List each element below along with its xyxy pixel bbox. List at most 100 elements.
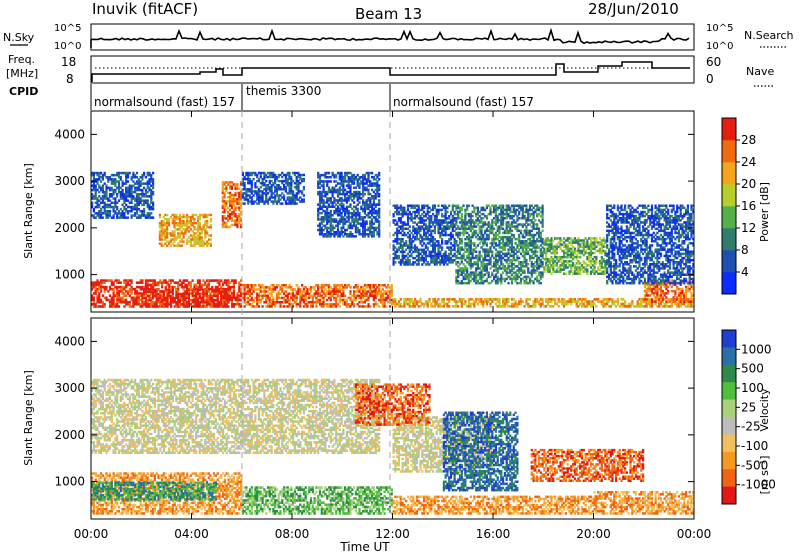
heatmap-cell <box>271 180 273 182</box>
heatmap-cell <box>227 219 229 222</box>
heatmap-cell <box>111 187 113 190</box>
heatmap-cell <box>378 225 380 228</box>
heatmap-cell <box>342 206 344 209</box>
heatmap-cell <box>159 216 161 218</box>
heatmap-cell <box>188 230 190 232</box>
heatmap-cell <box>186 243 188 245</box>
heatmap-cell <box>416 303 418 306</box>
heatmap-cell <box>236 183 238 186</box>
heatmap-cell <box>461 209 463 212</box>
heatmap-cell <box>195 297 197 300</box>
heatmap-cell <box>446 303 448 306</box>
heatmap-cell <box>279 198 281 200</box>
heatmap-cell <box>120 178 122 181</box>
heatmap-cell <box>170 305 172 308</box>
heatmap-cell <box>464 303 466 306</box>
heatmap-cell <box>315 305 317 308</box>
heatmap-cell <box>197 243 199 245</box>
heatmap-cell <box>419 300 421 303</box>
heatmap-cell <box>131 281 133 284</box>
heatmap-cell <box>236 226 238 229</box>
heatmap-cell <box>104 305 106 308</box>
heatmap-cell <box>667 292 669 295</box>
heatmap-cell <box>570 303 572 306</box>
heatmap-cell <box>434 298 436 301</box>
heatmap-cell <box>131 292 133 295</box>
heatmap-cell <box>428 298 430 301</box>
heatmap-cell <box>265 180 267 182</box>
heatmap-cell <box>457 305 459 308</box>
heatmap-cell <box>480 298 482 301</box>
heatmap-cell <box>671 286 673 289</box>
heatmap-cell <box>102 187 104 190</box>
heatmap-cell <box>188 226 190 228</box>
heatmap-cell <box>159 214 161 216</box>
heatmap-cell <box>622 298 624 301</box>
heatmap-cell <box>296 299 298 302</box>
heatmap-cell <box>157 289 159 292</box>
heatmap-cell <box>168 218 170 220</box>
heatmap-cell <box>224 211 226 214</box>
heatmap-cell <box>369 305 371 308</box>
heatmap-cell <box>472 298 474 301</box>
heatmap-cell <box>419 305 421 308</box>
heatmap-cell <box>506 303 508 306</box>
heatmap-cell <box>542 303 544 306</box>
heatmap-cell <box>498 303 500 306</box>
heatmap-cell <box>227 207 229 210</box>
heatmap-cell <box>175 289 177 292</box>
heatmap-cell <box>558 305 560 308</box>
heatmap-cell <box>168 232 170 234</box>
heatmap-cell <box>188 236 190 238</box>
heatmap-cell <box>303 174 305 176</box>
heatmap-cell <box>177 224 179 226</box>
nave-label: Nave <box>746 65 774 78</box>
heatmap-cell <box>199 226 201 228</box>
heatmap-cell <box>554 300 556 303</box>
heatmap-cell <box>611 298 613 301</box>
heatmap-cell <box>227 196 229 199</box>
heatmap-cell <box>288 174 290 176</box>
heatmap-cell <box>199 289 201 292</box>
heatmap-cell <box>651 303 653 306</box>
heatmap-cell <box>206 216 208 218</box>
heatmap-cell <box>351 227 353 230</box>
heatmap-cell <box>448 300 450 303</box>
heatmap-cell <box>175 214 177 216</box>
heatmap-cell <box>604 305 606 308</box>
heatmap-cell <box>100 290 102 293</box>
heatmap-cell <box>271 188 273 190</box>
heatmap-cell <box>274 305 276 308</box>
heatmap-cell <box>468 300 470 303</box>
heatmap-cell <box>210 245 212 247</box>
heatmap-cell <box>378 203 380 206</box>
heatmap-cell <box>631 300 633 303</box>
heatmap-cell <box>658 305 660 308</box>
heatmap-cell <box>234 183 236 186</box>
heatmap-cell <box>464 300 466 303</box>
heatmap-cell <box>371 172 373 175</box>
heatmap-cell <box>141 178 143 181</box>
heatmap-cell <box>520 298 522 301</box>
heatmap-cell <box>463 298 465 301</box>
heatmap-cell <box>400 298 402 301</box>
nsky-label: N.Sky <box>3 31 35 44</box>
heatmap-cell <box>525 300 527 303</box>
heatmap-cell <box>127 176 129 179</box>
heatmap-cell <box>563 305 565 308</box>
heatmap-cell <box>251 188 253 190</box>
heatmap-cell <box>418 263 420 266</box>
heatmap-cell <box>227 295 229 298</box>
heatmap-cell <box>617 303 619 306</box>
heatmap-cell <box>364 301 366 304</box>
heatmap-cell <box>333 227 335 230</box>
heatmap-cell <box>183 214 185 216</box>
heatmap-cell <box>522 300 524 303</box>
heatmap-cell <box>617 298 619 301</box>
heatmap-cell <box>534 305 536 308</box>
heatmap-cell <box>260 301 262 304</box>
heatmap-cell <box>260 186 262 188</box>
power-heatmap-cells <box>91 172 694 308</box>
heatmap-cell <box>640 303 642 306</box>
heatmap-cell <box>244 184 246 186</box>
